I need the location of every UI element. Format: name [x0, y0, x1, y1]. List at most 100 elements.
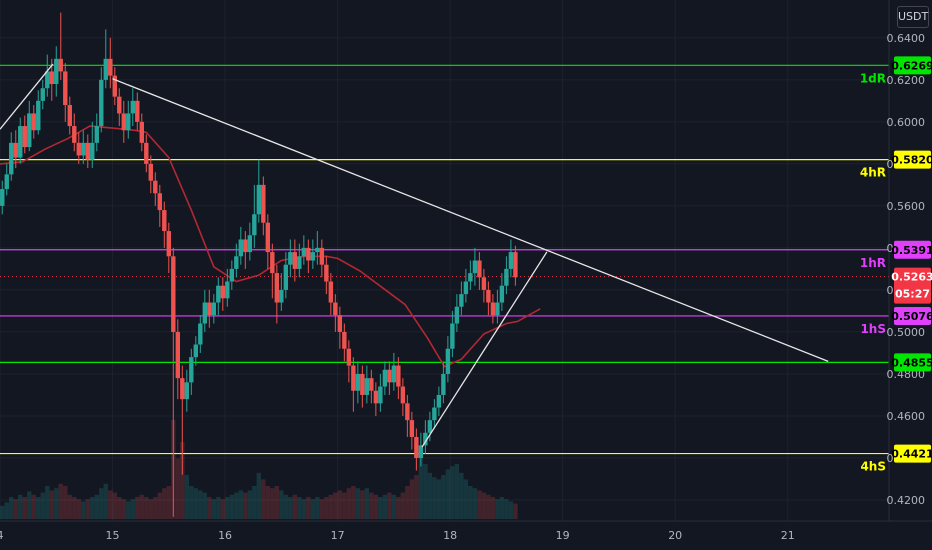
candle	[333, 294, 338, 332]
candle	[18, 117, 23, 164]
candle-body	[247, 235, 253, 253]
candle	[297, 243, 302, 278]
candle-body	[400, 386, 406, 404]
volume-bar	[9, 497, 14, 519]
level-price-badge	[894, 150, 931, 169]
candle	[144, 134, 149, 173]
y-tick-label: 0.4600	[887, 410, 926, 423]
volume-bar	[153, 497, 158, 519]
level-price-label: 0.5076	[891, 310, 932, 323]
volume-bar	[157, 492, 162, 519]
volume-bar	[72, 497, 77, 519]
volume-bar	[252, 486, 257, 519]
volume-bar	[265, 486, 271, 519]
level-price-badge	[894, 240, 931, 259]
candle-body	[81, 142, 86, 156]
candle	[346, 340, 352, 383]
candle-body	[432, 407, 437, 421]
candle	[337, 306, 343, 349]
candle	[198, 315, 203, 353]
candle	[445, 336, 451, 383]
candle-body	[36, 100, 41, 131]
candle-body	[153, 180, 158, 194]
candle	[360, 365, 365, 408]
candle-body	[27, 113, 32, 148]
candle-body	[463, 281, 469, 295]
trendline-1[interactable]	[0, 63, 54, 130]
volume-bar	[126, 501, 131, 519]
y-tick-label: 0.6400	[887, 32, 926, 45]
candle-body	[265, 222, 271, 253]
candle	[279, 273, 284, 311]
candle-body	[202, 302, 208, 324]
level-price-label: 0.5820	[891, 154, 932, 167]
candle-body	[9, 142, 14, 175]
candle	[436, 386, 442, 416]
volume-bar	[283, 494, 289, 519]
level-price-label: 0.4421	[891, 448, 932, 461]
candle	[427, 411, 433, 442]
candle	[432, 399, 437, 429]
candle	[270, 243, 275, 299]
candle	[504, 256, 509, 295]
volume-bar	[310, 499, 316, 519]
candle	[396, 357, 401, 400]
volume-bar	[454, 464, 460, 519]
candle-body	[180, 378, 185, 400]
candle	[139, 113, 144, 152]
candle-body	[184, 382, 190, 400]
volume-bar	[261, 479, 266, 519]
currency-button[interactable]: USDT	[897, 6, 929, 28]
volume-bar	[333, 492, 338, 519]
candle	[373, 382, 379, 416]
candle	[211, 294, 217, 324]
candle-body	[355, 373, 361, 391]
candle-body	[387, 369, 392, 383]
candle	[40, 79, 45, 110]
candle	[459, 281, 464, 316]
volume-bar	[472, 488, 478, 519]
trendline-2[interactable]	[112, 78, 829, 362]
candle	[441, 361, 446, 404]
volume-bar	[418, 458, 424, 519]
candle-body	[193, 344, 199, 358]
volume-bar	[76, 499, 81, 519]
candle	[126, 100, 131, 139]
candle-body	[382, 369, 388, 387]
candle	[364, 365, 370, 404]
candle-body	[126, 113, 131, 131]
candle	[54, 46, 59, 97]
volume-bar	[346, 488, 352, 519]
x-tick-label: 19	[556, 529, 570, 542]
candle-body	[477, 260, 482, 278]
volume-bar	[508, 501, 514, 519]
level-name-label: 1hS	[860, 322, 886, 336]
candle	[288, 239, 293, 278]
volume-bar	[135, 497, 140, 519]
candle	[450, 310, 455, 358]
candle-body	[198, 323, 203, 345]
candle-body	[229, 268, 235, 282]
volume-bar	[0, 505, 5, 519]
volume-bar	[391, 494, 397, 519]
volume-bar	[387, 492, 392, 519]
candle	[166, 222, 171, 274]
candle	[310, 239, 316, 269]
candle	[72, 113, 77, 152]
candle-body	[220, 285, 226, 299]
time-axis[interactable]	[0, 521, 932, 550]
candle-body	[351, 365, 356, 391]
volume-bar	[490, 497, 496, 519]
candle-body	[94, 126, 99, 143]
candle	[283, 252, 289, 299]
candle	[63, 63, 68, 122]
volume-bar	[139, 494, 144, 519]
x-tick-label: 21	[781, 529, 795, 542]
candle-body	[58, 58, 63, 72]
trendline-3[interactable]	[421, 251, 548, 448]
volume-bar	[256, 472, 262, 519]
volume-bar	[198, 490, 203, 519]
candle	[468, 260, 473, 290]
